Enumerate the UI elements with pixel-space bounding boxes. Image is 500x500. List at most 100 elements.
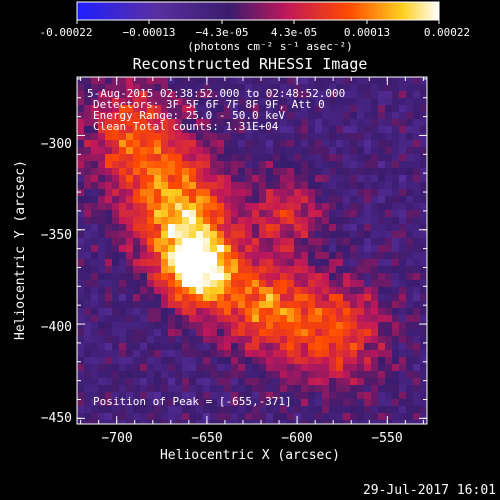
heatmap-cell bbox=[259, 294, 266, 301]
heatmap-cell bbox=[77, 357, 84, 364]
heatmap-cell bbox=[392, 371, 399, 378]
heatmap-cell bbox=[357, 126, 364, 133]
heatmap-cell bbox=[392, 175, 399, 182]
heatmap-cell bbox=[266, 224, 273, 231]
heatmap-cell bbox=[287, 252, 294, 259]
heatmap-cell bbox=[406, 280, 413, 287]
colorbar bbox=[76, 1, 440, 21]
heatmap-cell bbox=[245, 119, 252, 126]
heatmap-cell bbox=[105, 329, 112, 336]
heatmap-cell bbox=[343, 378, 350, 385]
heatmap-cell bbox=[378, 217, 385, 224]
heatmap-cell bbox=[280, 231, 287, 238]
heatmap-cell bbox=[308, 294, 315, 301]
heatmap-cell bbox=[294, 168, 301, 175]
heatmap-cell bbox=[238, 420, 245, 424]
heatmap-cell bbox=[252, 420, 259, 424]
heatmap-cell bbox=[119, 259, 126, 266]
heatmap-cell bbox=[392, 154, 399, 161]
heatmap-cell bbox=[98, 98, 105, 105]
heatmap-cell bbox=[196, 294, 203, 301]
heatmap-cell bbox=[420, 385, 427, 392]
heatmap-cell bbox=[140, 322, 147, 329]
heatmap-cell bbox=[119, 161, 126, 168]
heatmap-cell bbox=[189, 294, 196, 301]
heatmap-cell bbox=[182, 336, 189, 343]
heatmap-cell bbox=[399, 126, 406, 133]
heatmap-cell bbox=[266, 350, 273, 357]
heatmap-cell bbox=[308, 231, 315, 238]
heatmap-cell bbox=[287, 133, 294, 140]
heatmap-cell bbox=[217, 105, 224, 112]
heatmap-cell bbox=[378, 126, 385, 133]
heatmap-cell bbox=[371, 238, 378, 245]
heatmap-cell bbox=[147, 91, 154, 98]
heatmap-cell bbox=[168, 399, 175, 406]
heatmap-cell bbox=[91, 322, 98, 329]
heatmap-cell bbox=[392, 105, 399, 112]
heatmap-cell bbox=[315, 371, 322, 378]
heatmap-cell bbox=[406, 196, 413, 203]
heatmap-cell bbox=[294, 280, 301, 287]
heatmap-cell bbox=[168, 175, 175, 182]
heatmap-cell bbox=[168, 203, 175, 210]
heatmap-cell bbox=[252, 357, 259, 364]
heatmap-cell bbox=[343, 357, 350, 364]
heatmap-cell bbox=[91, 231, 98, 238]
heatmap-cell bbox=[245, 322, 252, 329]
heatmap-cell bbox=[203, 392, 210, 399]
heatmap-cell bbox=[273, 273, 280, 280]
heatmap-cell bbox=[378, 364, 385, 371]
heatmap-cell bbox=[147, 280, 154, 287]
heatmap-cell bbox=[399, 259, 406, 266]
heatmap-cell bbox=[119, 91, 126, 98]
heatmap-cell bbox=[343, 210, 350, 217]
heatmap-cell bbox=[182, 392, 189, 399]
heatmap-cell bbox=[392, 357, 399, 364]
heatmap-cell bbox=[224, 175, 231, 182]
heatmap-cell bbox=[224, 350, 231, 357]
heatmap-cell bbox=[196, 196, 203, 203]
heatmap-cell bbox=[119, 308, 126, 315]
heatmap-cell bbox=[392, 210, 399, 217]
heatmap-cell bbox=[105, 133, 112, 140]
heatmap-cell bbox=[175, 182, 182, 189]
heatmap-cell bbox=[315, 161, 322, 168]
heatmap-cell bbox=[280, 399, 287, 406]
heatmap-cell bbox=[175, 357, 182, 364]
heatmap-cell bbox=[294, 336, 301, 343]
heatmap-cell bbox=[231, 84, 238, 91]
heatmap-cell bbox=[336, 77, 343, 84]
heatmap-cell bbox=[406, 315, 413, 322]
heatmap-cell bbox=[406, 175, 413, 182]
heatmap-cell bbox=[84, 91, 91, 98]
heatmap-cell bbox=[182, 105, 189, 112]
heatmap-cell bbox=[168, 343, 175, 350]
heatmap-cell bbox=[105, 98, 112, 105]
heatmap-cell bbox=[77, 364, 84, 371]
heatmap-cell bbox=[406, 147, 413, 154]
heatmap-cell bbox=[210, 84, 217, 91]
heatmap-cell bbox=[266, 329, 273, 336]
heatmap-cell bbox=[385, 112, 392, 119]
chart-title: Reconstructed RHESSI Image bbox=[133, 55, 368, 73]
heatmap-cell bbox=[357, 196, 364, 203]
heatmap-cell bbox=[119, 357, 126, 364]
heatmap-cell bbox=[413, 294, 420, 301]
heatmap-cell bbox=[210, 126, 217, 133]
heatmap-cell bbox=[147, 77, 154, 84]
heatmap-cell bbox=[231, 245, 238, 252]
heatmap-cell bbox=[245, 105, 252, 112]
heatmap-cell bbox=[147, 385, 154, 392]
heatmap-cell bbox=[84, 336, 91, 343]
heatmap-cell bbox=[154, 217, 161, 224]
heatmap-cell bbox=[259, 210, 266, 217]
heatmap-cell bbox=[126, 350, 133, 357]
heatmap-cell bbox=[364, 259, 371, 266]
heatmap-cell bbox=[189, 147, 196, 154]
heatmap-cell bbox=[245, 287, 252, 294]
heatmap-cell bbox=[231, 112, 238, 119]
heatmap-cell bbox=[287, 224, 294, 231]
heatmap-cell bbox=[105, 385, 112, 392]
heatmap-cell bbox=[203, 161, 210, 168]
